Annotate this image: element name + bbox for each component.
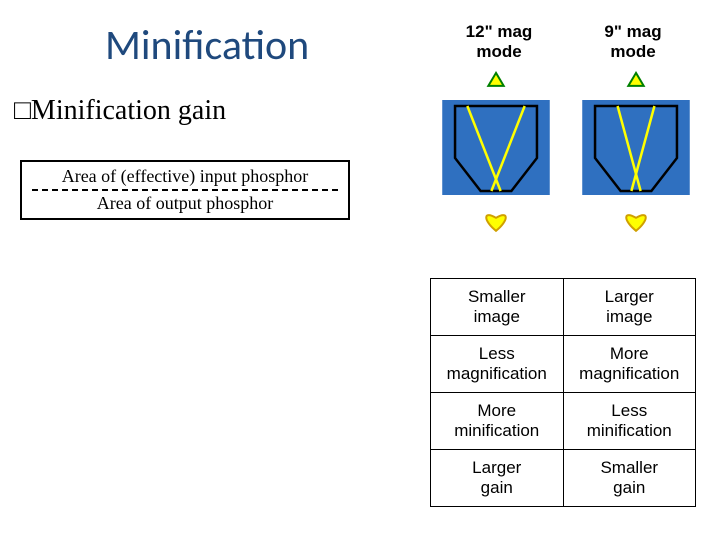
intensifier-bg <box>582 100 690 195</box>
input-object-icon <box>488 73 503 86</box>
column-label-left-line2: mode <box>444 42 554 62</box>
comparison-table: SmallerimageLargerimageLessmagnification… <box>430 278 696 507</box>
output-heart-icon <box>486 215 506 231</box>
column-label-right-line1: 9" mag <box>578 22 688 42</box>
column-label-left-line1: 12" mag <box>444 22 554 42</box>
formula-box: Area of (effective) input phosphor Area … <box>20 160 350 220</box>
subtitle: □Minification gain <box>14 95 226 127</box>
formula-divider <box>32 189 338 191</box>
table-cell: Largerimage <box>563 279 696 336</box>
table-cell: Largergain <box>431 450 564 507</box>
table-cell: Lessminification <box>563 393 696 450</box>
subtitle-text: Minification gain <box>31 95 226 126</box>
table-row: LargergainSmallergain <box>431 450 696 507</box>
table-cell: Lessmagnification <box>431 336 564 393</box>
table-cell: Smallerimage <box>431 279 564 336</box>
table-cell: Smallergain <box>563 450 696 507</box>
input-object-icon <box>628 73 643 86</box>
formula-denominator: Area of output phosphor <box>32 193 338 214</box>
table-row: LessmagnificationMoremagnification <box>431 336 696 393</box>
comparison-table-body: SmallerimageLargerimageLessmagnification… <box>431 279 696 507</box>
table-cell: Moreminification <box>431 393 564 450</box>
output-heart-icon <box>626 215 646 231</box>
diagram-right <box>572 65 700 270</box>
table-row: MoreminificationLessminification <box>431 393 696 450</box>
column-label-left: 12" mag mode <box>444 22 554 62</box>
column-label-right-line2: mode <box>578 42 688 62</box>
slide-title: Minification <box>105 20 309 71</box>
column-label-right: 9" mag mode <box>578 22 688 62</box>
bullet-box-icon: □ <box>14 95 31 126</box>
formula-numerator: Area of (effective) input phosphor <box>32 166 338 187</box>
table-row: SmallerimageLargerimage <box>431 279 696 336</box>
table-cell: Moremagnification <box>563 336 696 393</box>
diagram-left <box>432 65 560 270</box>
